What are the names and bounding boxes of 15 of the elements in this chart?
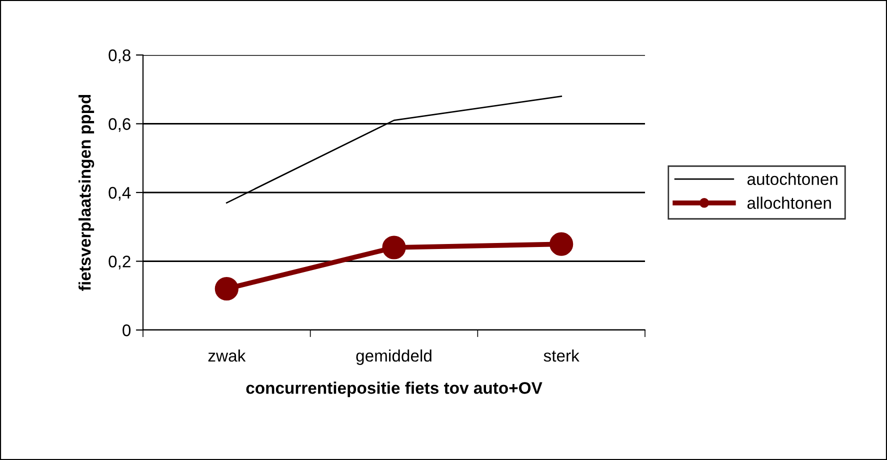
y-tick-label: 0,2	[108, 256, 130, 270]
x-tick-label: zwak	[208, 349, 246, 362]
point	[382, 236, 406, 260]
x-axis-title: concurrentiepositie fiets tov auto+OV	[246, 382, 542, 398]
point	[214, 276, 238, 301]
legend-label: allochtonen	[747, 196, 831, 209]
y-axis-title: fietsverplaatsingen pppd	[78, 94, 94, 291]
x-tick-label: sterk	[544, 349, 580, 362]
legend-label: autochtonen	[747, 172, 838, 186]
y-tick-label: 0,4	[108, 186, 131, 201]
x-tick-label: gemiddeld	[356, 349, 432, 365]
y-tick-label: 0,8	[108, 49, 130, 64]
y-tick-label: 0,6	[108, 118, 130, 132]
y-tick-label: 0	[122, 324, 131, 336]
point	[550, 232, 574, 256]
